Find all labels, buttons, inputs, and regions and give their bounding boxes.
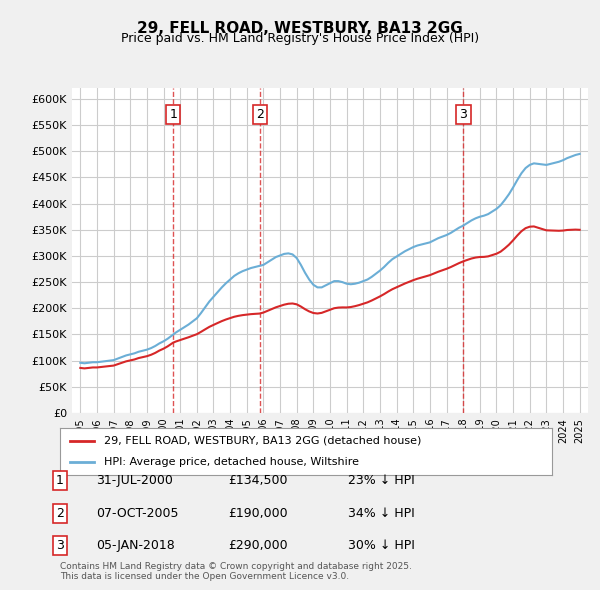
Text: £134,500: £134,500 — [228, 474, 287, 487]
Text: 3: 3 — [56, 539, 64, 552]
Text: 31-JUL-2000: 31-JUL-2000 — [96, 474, 173, 487]
Text: Contains HM Land Registry data © Crown copyright and database right 2025.
This d: Contains HM Land Registry data © Crown c… — [60, 562, 412, 581]
Text: 1: 1 — [56, 474, 64, 487]
Text: 30% ↓ HPI: 30% ↓ HPI — [348, 539, 415, 552]
Text: 29, FELL ROAD, WESTBURY, BA13 2GG: 29, FELL ROAD, WESTBURY, BA13 2GG — [137, 21, 463, 35]
Text: HPI: Average price, detached house, Wiltshire: HPI: Average price, detached house, Wilt… — [104, 457, 359, 467]
Text: 07-OCT-2005: 07-OCT-2005 — [96, 507, 179, 520]
Text: 29, FELL ROAD, WESTBURY, BA13 2GG (detached house): 29, FELL ROAD, WESTBURY, BA13 2GG (detac… — [104, 436, 422, 446]
Text: 34% ↓ HPI: 34% ↓ HPI — [348, 507, 415, 520]
Text: £290,000: £290,000 — [228, 539, 287, 552]
Text: £190,000: £190,000 — [228, 507, 287, 520]
Text: 2: 2 — [256, 108, 263, 121]
Text: 1: 1 — [169, 108, 177, 121]
Text: 05-JAN-2018: 05-JAN-2018 — [96, 539, 175, 552]
Text: 23% ↓ HPI: 23% ↓ HPI — [348, 474, 415, 487]
Text: 2: 2 — [56, 507, 64, 520]
Text: Price paid vs. HM Land Registry's House Price Index (HPI): Price paid vs. HM Land Registry's House … — [121, 32, 479, 45]
Text: 3: 3 — [460, 108, 467, 121]
